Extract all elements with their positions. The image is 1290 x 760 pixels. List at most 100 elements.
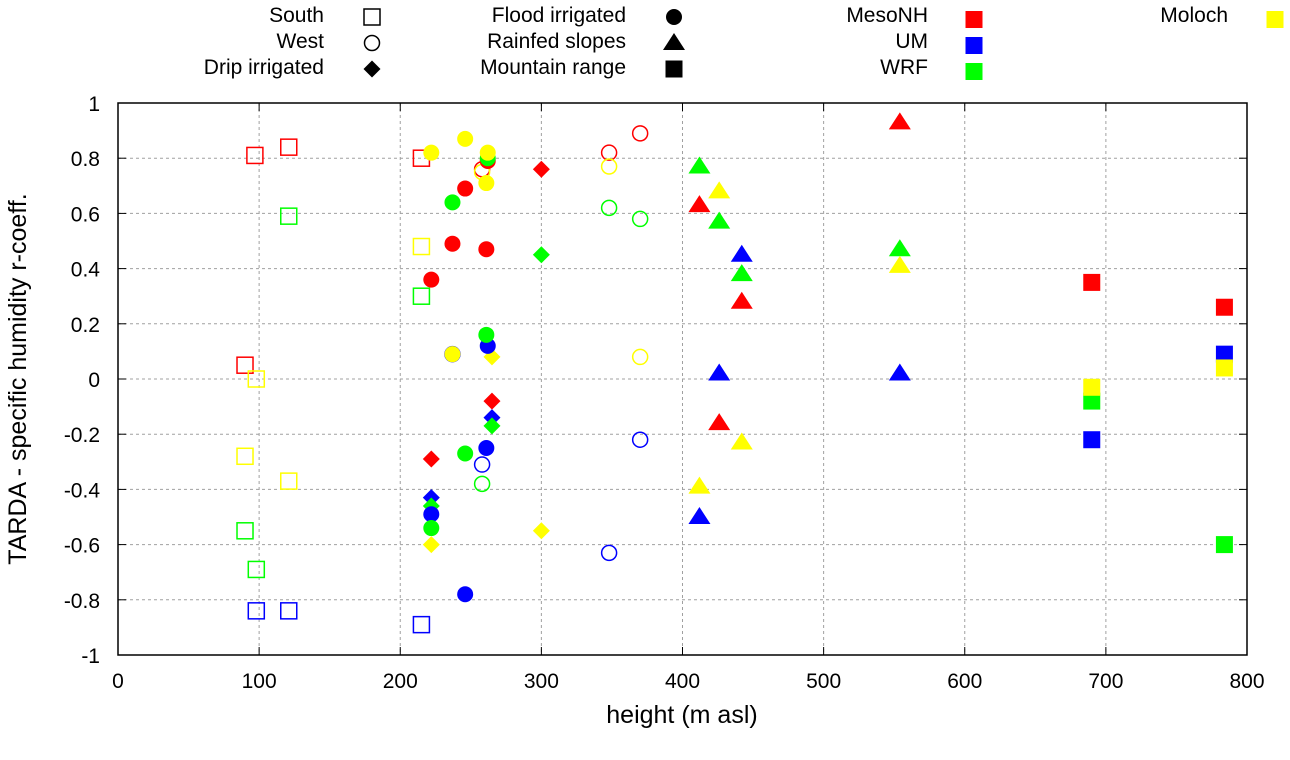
- y-tick-label: 0.2: [71, 314, 100, 337]
- legend-marker-filled-square-icon: [665, 60, 683, 78]
- data-point: [473, 475, 491, 493]
- series-south-um: [247, 602, 431, 634]
- x-tick-label: 200: [383, 670, 418, 693]
- legend-label: Rainfed slopes: [487, 30, 626, 53]
- series-rainfed-slopes-moloch: [688, 181, 911, 494]
- data-point: [888, 112, 911, 130]
- data-point: [457, 445, 474, 462]
- legend-label: West: [277, 30, 325, 53]
- data-point: [1083, 392, 1101, 410]
- data-point: [483, 417, 501, 435]
- data-point: [423, 144, 440, 161]
- legend-color-swatch-icon: [965, 63, 983, 80]
- x-tick-label: 600: [947, 670, 982, 693]
- series-south-wrf: [236, 207, 431, 579]
- data-point: [236, 522, 254, 540]
- data-point: [600, 544, 618, 562]
- legend-marker-filled-triangle-icon: [663, 33, 685, 50]
- legend-color-swatch-icon: [965, 37, 983, 54]
- data-point: [483, 392, 501, 410]
- series-west-wrf: [473, 199, 649, 493]
- axis-ticks: 0 100 200 300 400 500 600 700 800 -1 -0.8 -0.6 -0.4 -…: [64, 93, 1265, 693]
- data-point: [444, 346, 461, 363]
- y-tick-label: 0.6: [71, 203, 100, 226]
- data-point: [600, 144, 618, 161]
- data-point: [600, 199, 618, 217]
- data-point: [688, 476, 711, 494]
- x-tick-label: 300: [524, 670, 559, 693]
- data-point: [631, 210, 649, 228]
- data-point: [1215, 298, 1233, 316]
- data-point: [688, 195, 711, 213]
- data-point: [1215, 345, 1233, 363]
- data-point: [478, 241, 495, 258]
- y-axis-title: TARDA - specific humidity r-coeff.: [4, 193, 32, 564]
- legend-label: Drip irrigated: [204, 56, 324, 79]
- legend-color-swatch-icon: [1266, 11, 1284, 28]
- legend-label: South: [269, 4, 324, 27]
- data-point: [444, 194, 461, 211]
- data-point: [631, 125, 649, 142]
- data-point: [730, 291, 753, 309]
- data-point: [457, 180, 474, 197]
- y-tick-label: -0.8: [64, 590, 100, 613]
- data-point: [478, 175, 495, 192]
- data-point: [473, 456, 491, 473]
- series-mountain-range-um: [1083, 345, 1233, 449]
- grid: [118, 103, 1247, 655]
- data-point: [888, 255, 911, 273]
- data-point: [688, 156, 711, 174]
- data-point: [888, 363, 911, 381]
- y-tick-label: 0.4: [71, 259, 101, 282]
- data-point: [478, 440, 495, 456]
- data-point: [708, 413, 731, 431]
- data-point: [532, 160, 550, 178]
- y-tick-label: -1: [81, 645, 100, 668]
- series-west-mesonh: [473, 125, 649, 178]
- legend-marker-open-circle-icon: [363, 34, 381, 52]
- legend: South West Drip irrigated Flood irrigated Ra…: [204, 4, 1284, 80]
- data-point: [532, 246, 550, 264]
- series-mountain-range-moloch: [1083, 359, 1233, 396]
- x-tick-label: 500: [806, 670, 841, 693]
- x-tick-label: 700: [1088, 670, 1123, 693]
- y-tick-label: -0.6: [64, 535, 100, 558]
- series-drip-irrigated-mesonh: [422, 160, 550, 468]
- data-point: [412, 287, 431, 305]
- series-rainfed-slopes-wrf: [688, 156, 911, 282]
- data-point: [1083, 431, 1101, 449]
- data-point: [708, 181, 731, 199]
- data-point: [422, 497, 440, 515]
- x-axis-title: height (m asl): [606, 701, 757, 729]
- series-flood-irrigated-mesonh: [423, 152, 496, 288]
- data-points: [236, 112, 1233, 634]
- data-point: [478, 326, 495, 343]
- data-point: [730, 432, 753, 450]
- data-point: [730, 244, 753, 262]
- series-rainfed-slopes-um: [688, 244, 911, 524]
- data-point: [532, 522, 550, 540]
- legend-marker-open-square-icon: [363, 8, 381, 26]
- legend-label: Moloch: [1160, 4, 1228, 27]
- y-tick-label: 0.8: [71, 148, 100, 171]
- series-flood-irrigated-um: [423, 337, 496, 603]
- data-point: [423, 271, 440, 288]
- data-point: [412, 615, 431, 634]
- series-mountain-range-wrf: [1083, 392, 1233, 554]
- data-point: [246, 146, 264, 165]
- series-south-mesonh: [236, 138, 431, 374]
- legend-label: WRF: [880, 56, 928, 79]
- x-tick-label: 400: [665, 670, 700, 693]
- data-point: [730, 264, 753, 282]
- data-point: [247, 602, 266, 620]
- data-point: [708, 363, 731, 381]
- data-point: [631, 348, 649, 366]
- data-point: [1215, 359, 1233, 377]
- data-point: [280, 138, 298, 156]
- data-point: [422, 536, 440, 554]
- data-point: [708, 211, 731, 229]
- data-point: [1215, 536, 1233, 554]
- data-point: [1083, 273, 1101, 291]
- data-point: [280, 207, 298, 225]
